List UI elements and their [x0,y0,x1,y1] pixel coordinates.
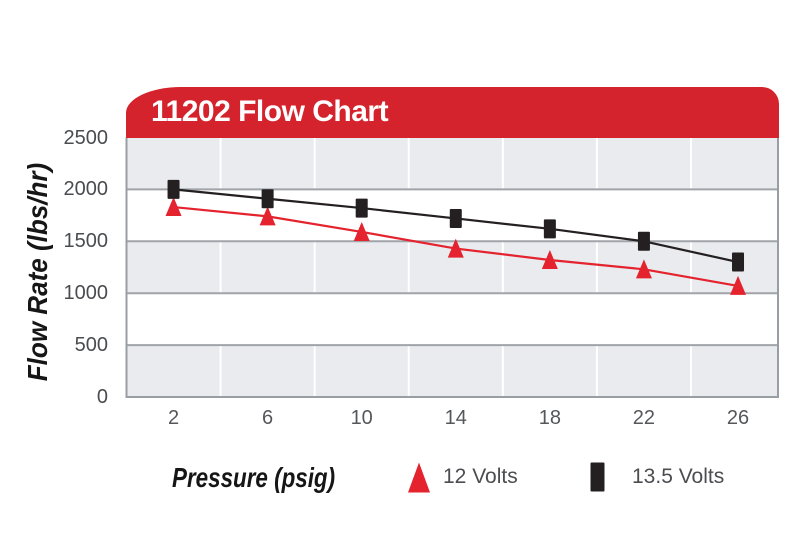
chart-title-banner: 11202 Flow Chart [126,87,779,138]
y-axis-title: Flow Rate (lbs/hr) [22,162,53,382]
marker-13-5-volts-x18 [543,219,556,239]
marker-13-5-volts-x22 [637,231,650,251]
marker-13-5-volts-x2 [167,179,180,199]
marker-12-volts-x22 [635,259,652,279]
marker-13-5-volts-x6 [261,189,274,209]
plot-band [126,345,778,397]
x-axis-title: Pressure (psig) [172,462,336,493]
marker-13-5-volts-x26 [732,252,745,272]
legend-label-12-volts: 12 Volts [443,465,518,488]
marker-13-5-volts-x14 [449,208,462,228]
plot-band [126,137,778,190]
marker-12-volts-x2 [165,197,182,217]
legend-item-13-5-volts: 13.5 Volts [590,460,724,494]
marker-12-volts-x14 [447,238,464,258]
legend-label-13-5-volts: 13.5 Volts [632,465,725,488]
triangle-marker-icon [408,462,430,492]
chart-title: 11202 Flow Chart [151,95,389,128]
marker-12-volts-x26 [730,275,747,295]
marker-12-volts-x6 [259,206,276,226]
plot-frame [125,137,779,398]
marker-12-volts-x10 [353,221,370,241]
marker-13-5-volts-x10 [355,198,368,218]
marker-12-volts-x18 [541,249,558,269]
legend-item-12-volts: 12 Volts [407,460,518,494]
square-marker-icon [590,462,605,492]
